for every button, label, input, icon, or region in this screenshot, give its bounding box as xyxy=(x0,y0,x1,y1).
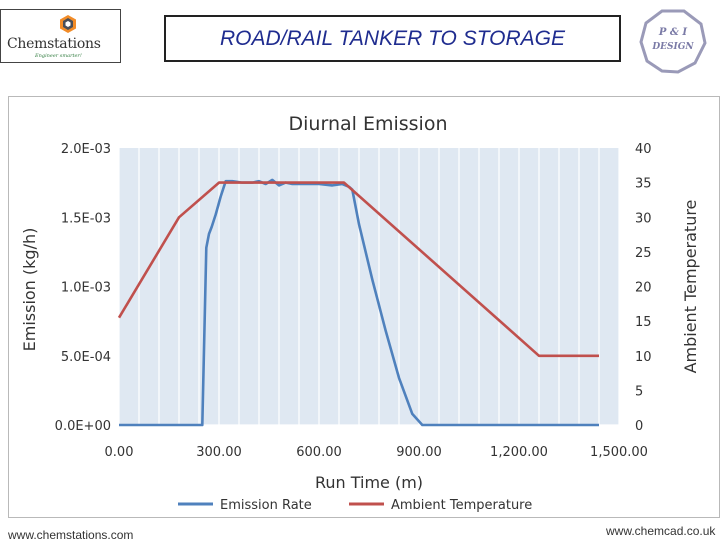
chart-legend: Emission Rate Ambient Temperature xyxy=(178,498,532,513)
x-axis-label: Run Time (m) xyxy=(315,473,423,492)
y2-tick-label: 20 xyxy=(635,281,652,296)
y-tick-label: 1.5E-03 xyxy=(61,211,111,226)
logo-wordmark: Chemstations xyxy=(7,36,101,52)
x-tick-label: 900.00 xyxy=(396,445,442,460)
chemstations-logo-icon xyxy=(60,15,76,33)
y2-tick-label: 0 xyxy=(635,419,643,434)
ambient-temperature-line xyxy=(117,181,599,358)
footer-website-left[interactable]: www.chemstations.com xyxy=(8,528,134,542)
x-tick-label: 0.00 xyxy=(105,445,134,460)
series-lines xyxy=(117,178,599,427)
legend-label-emission-rate: Emission Rate xyxy=(220,498,312,513)
page-title-box: ROAD/RAIL TANKER TO STORAGE xyxy=(164,15,621,62)
y2-axis-label: Ambient Temperature xyxy=(681,200,700,374)
chart-title: Diurnal Emission xyxy=(289,113,448,135)
y-tick-label: 2.0E-03 xyxy=(61,142,111,157)
plot-area xyxy=(119,148,619,425)
x-tick-label: 1,200.00 xyxy=(490,445,548,460)
logo-tagline: Engineer smarter! xyxy=(35,53,82,59)
y2-tick-label: 25 xyxy=(635,246,652,261)
y2-tick-label: 5 xyxy=(635,384,643,399)
y2-tick-label: 10 xyxy=(635,350,652,365)
y2-tick-label: 40 xyxy=(635,142,652,157)
chemstations-logo: Chemstations Engineer smarter! xyxy=(0,9,121,63)
emission-rate-line xyxy=(119,178,599,427)
y2-tick-label: 15 xyxy=(635,315,652,330)
y2-tick-label: 30 xyxy=(635,211,652,226)
pid-design-badge: P & I DESIGN xyxy=(639,9,707,74)
footer-website-right[interactable]: www.chemcad.co.uk xyxy=(606,524,716,538)
y-tick-label: 0.0E+00 xyxy=(55,419,111,434)
y-tick-label: 1.0E-03 xyxy=(61,281,111,296)
badge-line-1: P & I xyxy=(658,27,688,38)
x-tick-label: 300.00 xyxy=(196,445,242,460)
x-tick-label: 600.00 xyxy=(296,445,342,460)
diurnal-emission-chart: Diurnal Emission 0.0E+00 5.0E-04 1.0E-03 1.… xyxy=(20,113,700,513)
y-axis-label: Emission (kg/h) xyxy=(20,228,39,352)
badge-line-2: DESIGN xyxy=(651,42,694,52)
y-tick-label: 5.0E-04 xyxy=(61,350,111,365)
page-title: ROAD/RAIL TANKER TO STORAGE xyxy=(219,26,566,50)
legend-label-ambient-temperature: Ambient Temperature xyxy=(391,498,532,513)
y2-tick-label: 35 xyxy=(635,177,652,192)
x-tick-label: 1,500.00 xyxy=(590,445,648,460)
axis-ticks: 0.0E+00 5.0E-04 1.0E-03 1.5E-03 2.0E-03 0 5 10 1… xyxy=(55,142,652,460)
